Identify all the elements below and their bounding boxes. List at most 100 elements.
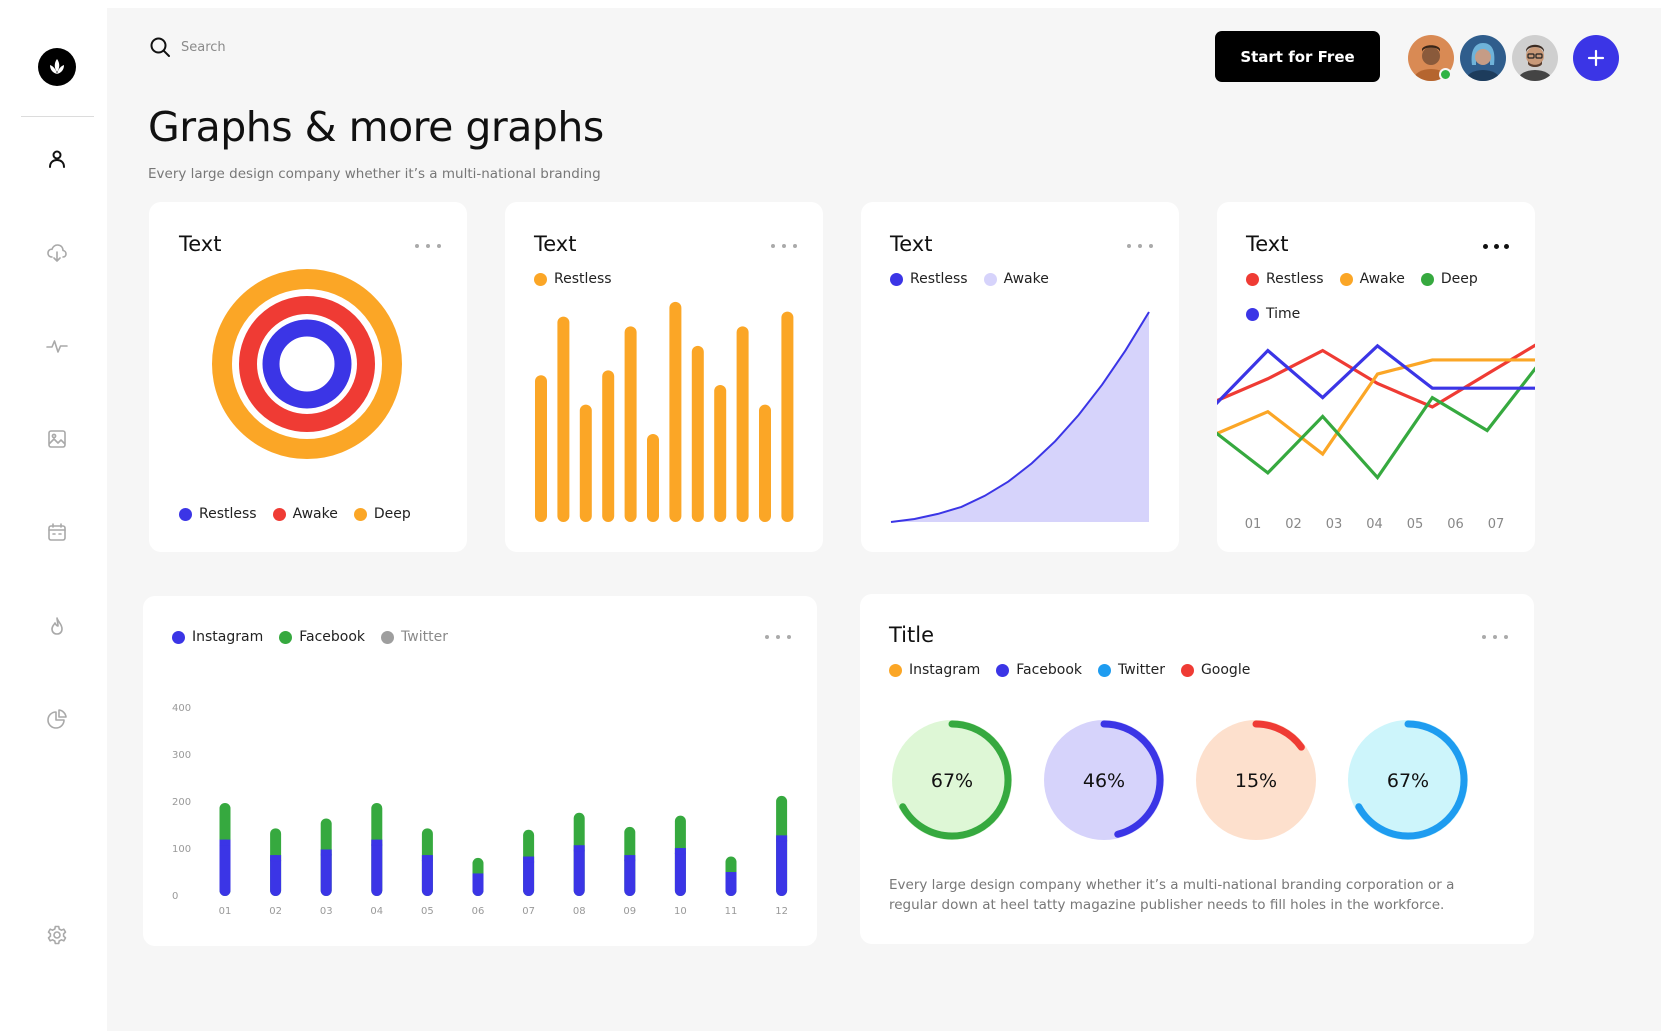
legend-item[interactable]: Awake xyxy=(1339,271,1405,287)
bar-segment-instagram xyxy=(219,839,231,896)
bar xyxy=(602,370,615,522)
card-title: Text xyxy=(534,232,577,256)
settings-icon xyxy=(47,925,67,945)
x-tick-label: 03 xyxy=(1326,517,1343,532)
user-avatar-3[interactable] xyxy=(1512,35,1558,81)
bar-segment-join xyxy=(472,873,484,880)
nav-profile[interactable] xyxy=(44,146,70,172)
rings-legend: Restless Awake Deep xyxy=(179,506,411,522)
legend-label: Awake xyxy=(292,506,338,522)
avatar-image xyxy=(1512,35,1558,81)
bar-segment-join xyxy=(371,839,383,846)
progress-arc xyxy=(1348,720,1468,840)
more-options-icon[interactable] xyxy=(415,239,441,253)
nav-gallery[interactable] xyxy=(44,426,70,452)
bar-chart xyxy=(535,301,794,522)
legend-dot xyxy=(996,663,1010,677)
legend-label: Restless xyxy=(199,506,257,522)
more-options-icon[interactable] xyxy=(1127,239,1153,253)
legend-item[interactable]: Deep xyxy=(353,506,411,522)
legend-label: Restless xyxy=(554,271,612,287)
series-line-restless xyxy=(1217,343,1535,409)
more-options-icon[interactable] xyxy=(1483,239,1509,253)
bar-segment-join xyxy=(573,845,585,852)
x-tick-label: 02 xyxy=(269,906,282,917)
x-tick-label: 06 xyxy=(472,906,485,917)
legend-item[interactable]: Restless xyxy=(890,271,968,287)
x-tick-label: 04 xyxy=(1366,517,1383,532)
legend-item[interactable]: Instagram xyxy=(889,662,980,678)
legend-item[interactable]: Google xyxy=(1180,662,1250,678)
bar xyxy=(624,326,637,522)
x-tick-label: 02 xyxy=(1285,517,1302,532)
progress-circle-bg xyxy=(1044,720,1164,840)
legend-item[interactable]: Facebook xyxy=(996,662,1082,678)
legend-dot xyxy=(1098,663,1112,677)
bar xyxy=(714,385,727,522)
nav-activity[interactable] xyxy=(44,333,70,359)
stacked-legend: Instagram Facebook Twitter xyxy=(172,629,448,645)
legend-dot xyxy=(179,507,192,521)
nav-trending[interactable] xyxy=(44,613,70,639)
legend-dot xyxy=(890,272,903,286)
legend-label: Instagram xyxy=(192,629,264,645)
stacked-bars-card: Instagram Facebook Twitter 0 100 200 300 400… xyxy=(143,596,817,946)
legend-item[interactable]: Deep xyxy=(1420,271,1478,287)
start-free-button[interactable]: Start for Free xyxy=(1215,31,1380,82)
bar xyxy=(557,316,570,522)
bar-segment-join xyxy=(624,855,636,862)
legend-item[interactable]: Awake xyxy=(983,271,1049,287)
search-input[interactable] xyxy=(181,39,381,55)
legend-dot xyxy=(1339,272,1353,286)
nav-calendar[interactable] xyxy=(44,519,70,545)
legend-dot xyxy=(272,507,286,521)
nav-settings[interactable] xyxy=(44,922,70,948)
logo[interactable] xyxy=(38,48,76,86)
more-options-icon[interactable] xyxy=(771,239,797,253)
y-tick-label: 0 xyxy=(172,891,178,902)
legend-label: Time xyxy=(1266,306,1301,322)
user-avatar-2[interactable] xyxy=(1460,35,1506,81)
legend-item[interactable]: Twitter xyxy=(1098,662,1165,678)
bars-card: Text Restless xyxy=(505,202,823,552)
legend-item[interactable]: Facebook xyxy=(279,629,365,645)
card-title: Text xyxy=(179,232,222,256)
legend-item[interactable]: Restless xyxy=(1246,271,1324,287)
page-subtitle: Every large design company whether it’s … xyxy=(148,166,601,182)
bars-legend: Restless xyxy=(534,271,612,287)
legend-dot xyxy=(983,272,997,286)
bar xyxy=(535,375,547,522)
legend-item[interactable]: Twitter xyxy=(381,629,448,645)
legend-dot xyxy=(279,630,293,644)
legend-item[interactable]: Restless xyxy=(179,506,257,522)
ring-deep xyxy=(212,269,402,459)
x-tick-label: 12 xyxy=(775,906,788,917)
bar-segment-join xyxy=(219,839,231,846)
bar xyxy=(669,301,682,522)
legend-item[interactable]: Time xyxy=(1246,306,1300,322)
progress-label: 67% xyxy=(931,770,973,792)
legend-label: Awake xyxy=(1003,271,1049,287)
legend-item[interactable]: Instagram xyxy=(172,629,263,645)
more-options-icon[interactable] xyxy=(765,630,791,644)
nav-download[interactable] xyxy=(44,240,70,266)
legend-item[interactable]: Restless xyxy=(534,271,612,287)
progress-arc xyxy=(1196,720,1316,840)
add-button[interactable] xyxy=(1573,35,1619,81)
progress-label: 15% xyxy=(1235,770,1277,792)
legend-dot xyxy=(889,663,902,677)
image-icon xyxy=(48,430,66,448)
legend-dot xyxy=(1180,663,1194,677)
progress-rings: 67% 46% 15% 67% xyxy=(892,720,1468,840)
nav-reports[interactable] xyxy=(44,706,70,732)
search-icon xyxy=(150,37,170,57)
legend-label: Facebook xyxy=(1016,662,1083,678)
bar xyxy=(647,433,659,522)
more-options-icon[interactable] xyxy=(1482,630,1508,644)
leaf-logo-icon xyxy=(50,59,64,74)
legend-item[interactable]: Awake xyxy=(272,506,338,522)
bar xyxy=(759,404,771,522)
search-bar[interactable] xyxy=(149,36,381,58)
legend-label: Facebook xyxy=(299,629,366,645)
x-tick-label: 11 xyxy=(725,906,738,917)
